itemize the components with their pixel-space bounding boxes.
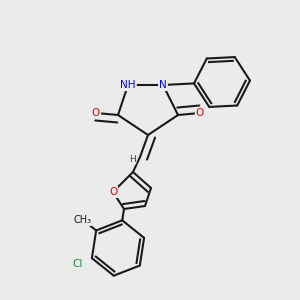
Text: O: O <box>109 187 117 197</box>
Text: O: O <box>92 108 100 118</box>
Text: CH₃: CH₃ <box>74 215 92 225</box>
Text: Cl: Cl <box>72 259 83 269</box>
Text: O: O <box>196 108 204 118</box>
Text: N: N <box>159 80 167 90</box>
Text: H: H <box>129 154 135 164</box>
Text: NH: NH <box>120 80 136 90</box>
